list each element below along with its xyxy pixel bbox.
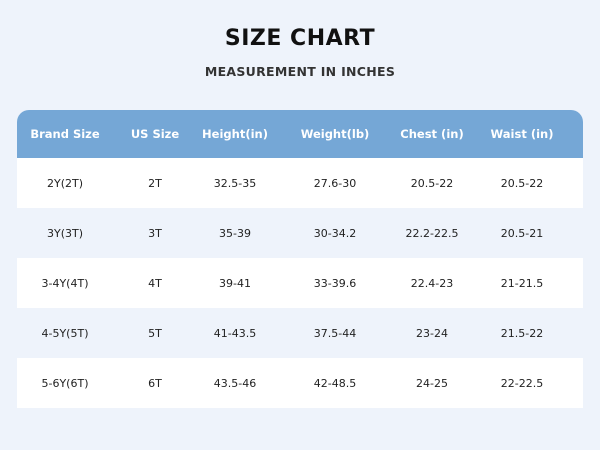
table-cell: 4-5Y(5T) [41,326,89,340]
table-cell: 27.6-30 [313,176,357,190]
page-title: SIZE CHART [224,26,376,51]
column-header: Brand Size [30,127,100,141]
table-row: 4-5Y(5T) 5T 41-43.5 37.5-44 23-24 21.5-22 [17,308,583,358]
table-cell: 21-21.5 [500,276,544,290]
table-cell: 3T [148,226,162,240]
table-cell: 22.2-22.5 [405,226,459,240]
column-header: Chest (in) [400,127,464,141]
column-header: US Size [130,127,180,141]
table-cell: 5T [148,326,162,340]
size-chart-table: Brand Size US Size Height(in) Weight(lb) Che… [17,110,583,408]
table-cell: 39-41 [219,276,251,290]
table-cell: 3-4Y(4T) [41,276,89,290]
table-row: 5-6Y(6T) 6T 43.5-46 42-48.5 24-25 22-22.5 [17,358,583,408]
table-cell: 41-43.5 [213,326,257,340]
table-cell: 21.5-22 [500,326,544,340]
table-cell: 2T [148,176,162,190]
table-cell: 22-22.5 [500,376,544,390]
table-cell: 3Y(3T) [46,226,84,240]
table-cell: 6T [148,376,162,390]
table-cell: 4T [148,276,162,290]
column-header: Height(in) [202,127,268,141]
table-cell: 5-6Y(6T) [41,376,89,390]
column-header: Weight(lb) [300,127,370,141]
table-cell: 20.5-21 [500,226,544,240]
table-cell: 20.5-22 [500,176,544,190]
table-cell: 35-39 [219,226,251,240]
table-cell: 43.5-46 [213,376,257,390]
table-row: 3-4Y(4T) 4T 39-41 33-39.6 22.4-23 21-21.5 [17,258,583,308]
column-header: Waist (in) [490,127,554,141]
table-row: 2Y(2T) 2T 32.5-35 27.6-30 20.5-22 20.5-22 [17,158,583,208]
table-cell: 32.5-35 [213,176,257,190]
table-cell: 22.4-23 [410,276,454,290]
table-cell: 2Y(2T) [46,176,84,190]
table-cell: 42-48.5 [313,376,357,390]
table-header: Brand Size US Size Height(in) Weight(lb) Che… [17,110,583,158]
table-cell: 37.5-44 [313,326,357,340]
table-cell: 33-39.6 [313,276,357,290]
page-subtitle: MEASUREMENT IN INCHES [204,64,396,79]
table-row: 3Y(3T) 3T 35-39 30-34.2 22.2-22.5 20.5-21 [17,208,583,258]
table-cell: 24-25 [416,376,448,390]
table-cell: 30-34.2 [313,226,357,240]
table-cell: 20.5-22 [410,176,454,190]
table-cell: 23-24 [416,326,448,340]
